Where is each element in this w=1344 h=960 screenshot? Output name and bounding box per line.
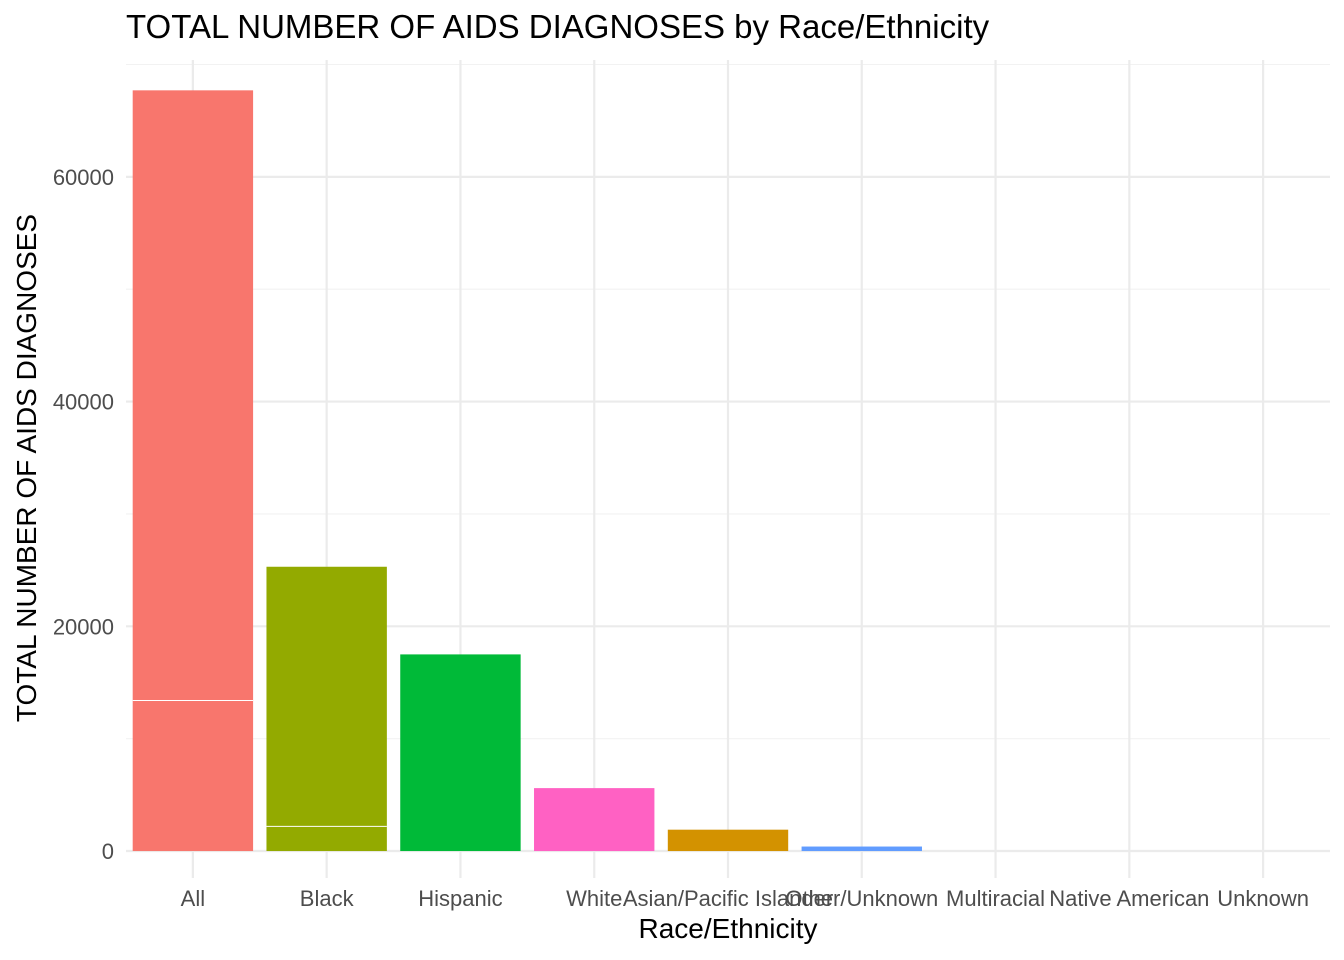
y-tick-label: 60000 (53, 165, 114, 190)
x-tick-label: Native American (1049, 886, 1209, 911)
x-tick-label: Multiracial (946, 886, 1045, 911)
y-tick-label: 20000 (53, 614, 114, 639)
x-tick-label: Black (300, 886, 355, 911)
bar-all (132, 90, 254, 852)
x-tick-label: Asian/Pacific Islander (623, 886, 833, 911)
bar-other-unknown (801, 846, 922, 852)
x-tick-label: All (181, 886, 205, 911)
y-tick-label: 40000 (53, 390, 114, 415)
y-tick-labels: 0 20000 40000 60000 (53, 165, 114, 864)
y-tick-label: 0 (102, 839, 114, 864)
chart-title: TOTAL NUMBER OF AIDS DIAGNOSES by Race/E… (126, 8, 990, 45)
x-tick-labels: All Black Hispanic White Asian/Pacific Islan… (181, 886, 1309, 911)
x-tick-label: Unknown (1217, 886, 1309, 911)
x-tick-label: White (566, 886, 622, 911)
x-tick-label: Hispanic (418, 886, 502, 911)
bar-hispanic (400, 654, 521, 852)
bar-asian-pacific-islander (667, 829, 789, 852)
bars (132, 90, 922, 852)
bar-black (266, 566, 387, 852)
y-axis-title: TOTAL NUMBER OF AIDS DIAGNOSES (11, 214, 42, 722)
bar-white (534, 788, 655, 852)
x-tick-label: Other/Unknown (785, 886, 938, 911)
x-axis-title: Race/Ethnicity (639, 913, 818, 944)
